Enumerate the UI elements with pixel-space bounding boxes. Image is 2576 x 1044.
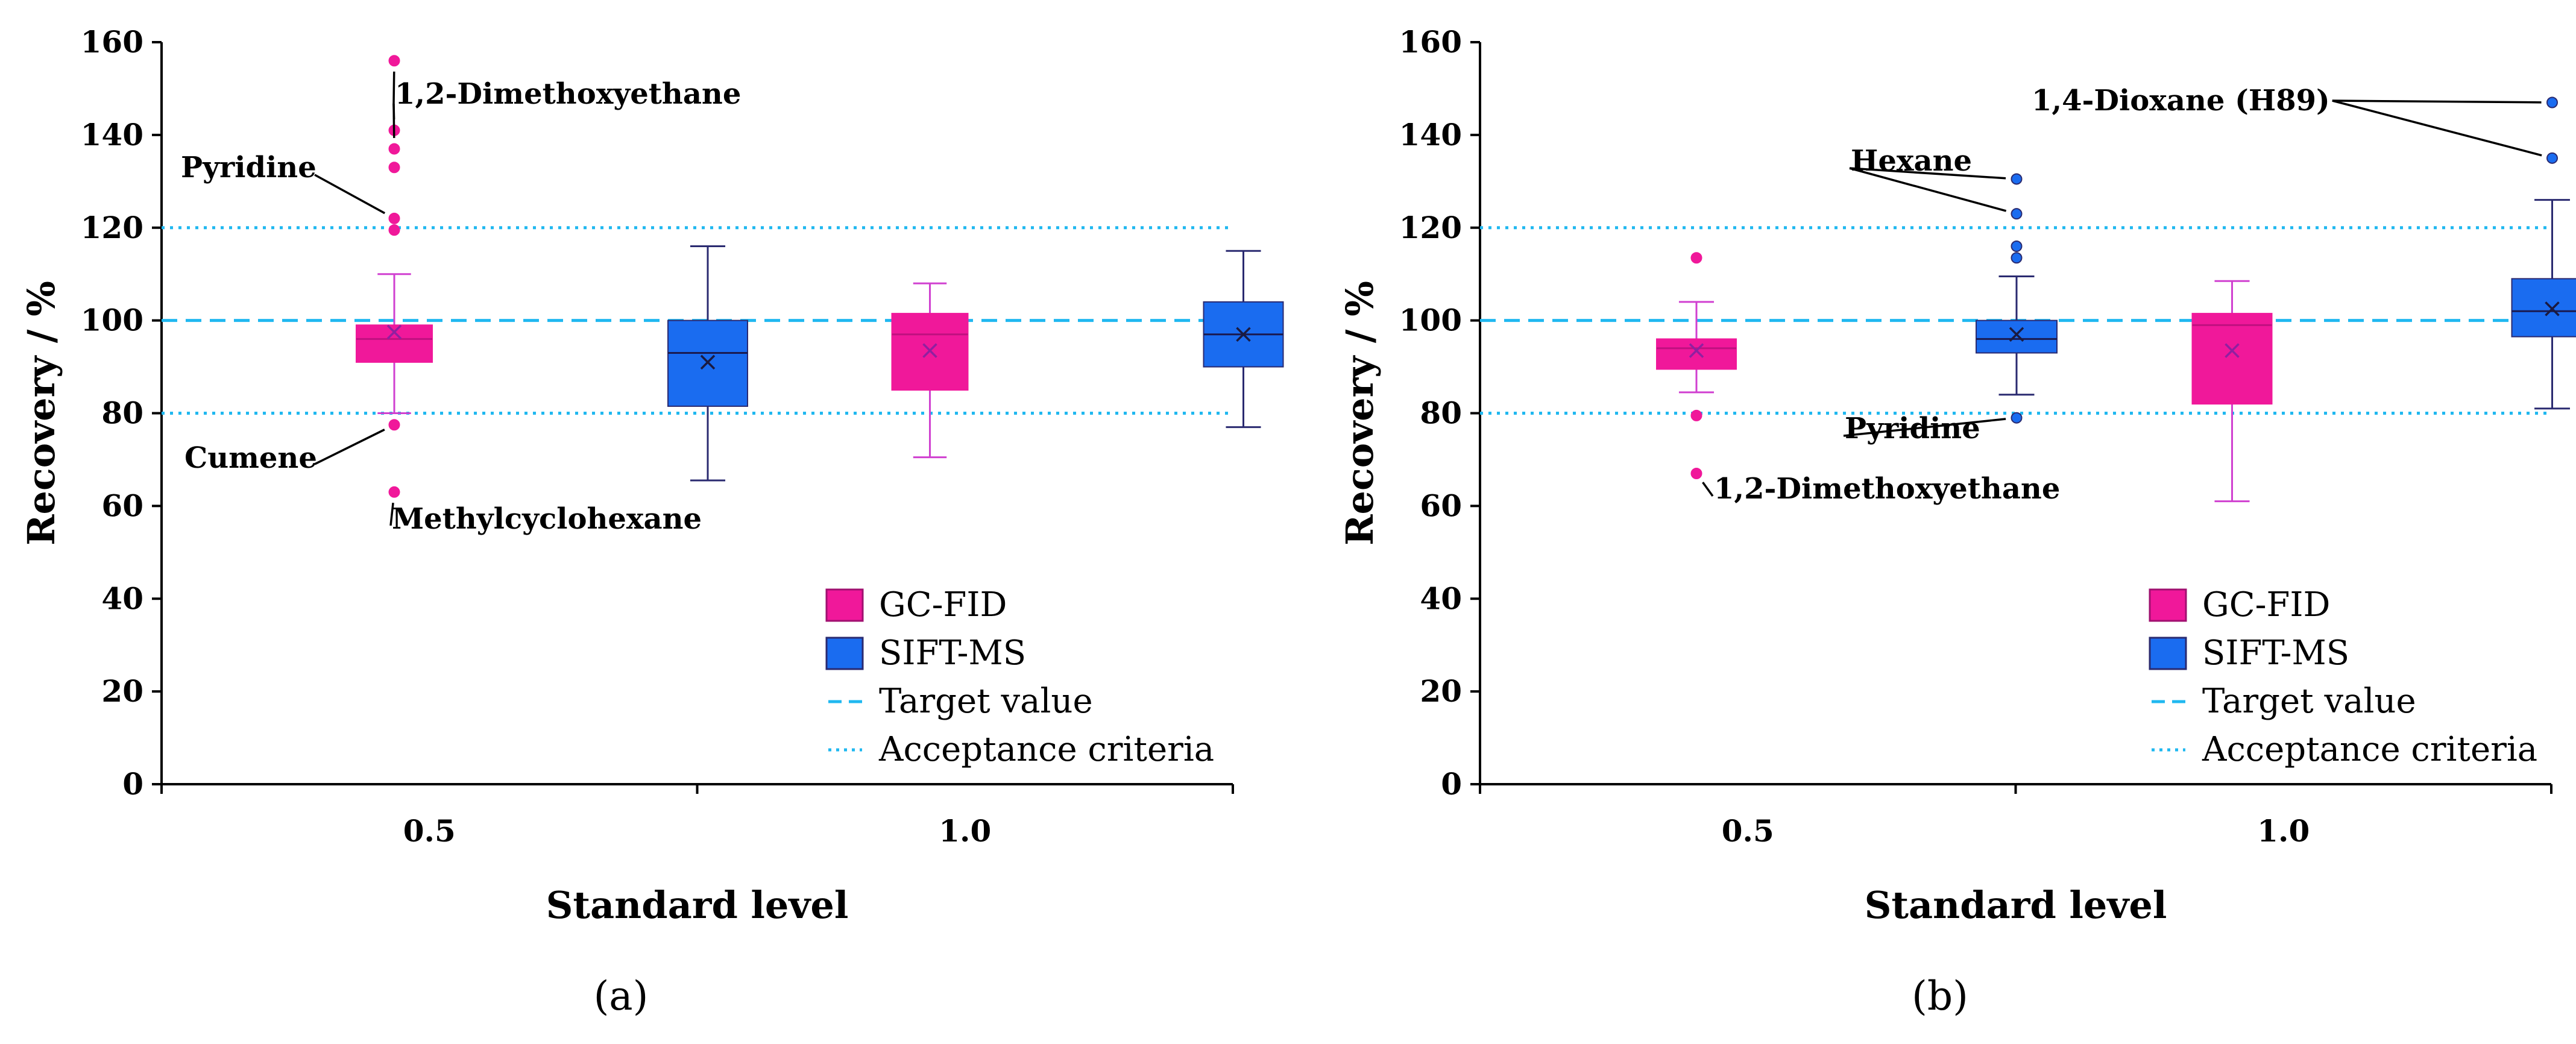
- legend: GC-FID SIFT-MS Target value Acceptance crit…: [827, 585, 1214, 769]
- outlier-point: [389, 213, 400, 224]
- annotation-label: 1,4-Dioxane (H89): [2032, 84, 2330, 118]
- siftms-box-0.5: [668, 247, 748, 481]
- y-tick-label: 140: [1399, 117, 1462, 153]
- legend-label: SIFT-MS: [2202, 634, 2349, 673]
- chart-panel-b: 0 20 40 60 80 100 120 140 160 0.5 1.0 Hexane Pyridin…: [1338, 24, 2576, 1019]
- annotation-leader-line: [2332, 101, 2542, 102]
- y-tick-label: 20: [101, 673, 143, 709]
- panel-label: (a): [594, 973, 649, 1019]
- x-tick-label: 0.5: [1722, 813, 1774, 849]
- annotation-leader-line: [315, 175, 385, 213]
- annotation-leader-line: [2332, 101, 2542, 156]
- siftms-box-1.0: [1204, 251, 1283, 427]
- legend-label: SIFT-MS: [879, 634, 1026, 673]
- annotation-0: Hexane: [1850, 144, 2006, 211]
- legend-swatch-siftms: [2150, 638, 2186, 669]
- legend-label: Acceptance criteria: [2202, 730, 2537, 769]
- x-axis-title: Standard level: [1865, 883, 2167, 927]
- x-axis-title: Standard level: [546, 883, 849, 927]
- annotation-1: Pyridine: [181, 151, 385, 213]
- annotation-0: 1,2-Dimethoxyethane: [394, 72, 741, 138]
- y-axis-title: Recovery / %: [1338, 281, 1382, 546]
- annotation-label: 1,2-Dimethoxyethane: [395, 77, 741, 111]
- y-tick-label: 140: [81, 117, 143, 153]
- box-iqr: [2193, 313, 2272, 404]
- y-tick-label: 160: [81, 24, 143, 60]
- box-iqr: [1976, 321, 2057, 353]
- legend-label: Acceptance criteria: [878, 730, 1214, 769]
- panel-label: (b): [1912, 973, 1968, 1019]
- outlier-point: [389, 55, 400, 66]
- outlier-point: [1692, 468, 1702, 479]
- outlier-point: [1692, 253, 1702, 263]
- y-tick-label: 120: [81, 210, 143, 245]
- y-tick-label: 100: [81, 303, 143, 338]
- outlier-point: [2012, 253, 2022, 263]
- box-iqr: [2512, 278, 2576, 336]
- legend-swatch-siftms: [827, 638, 863, 669]
- annotation-label: 1,2-Dimethoxyethane: [1714, 472, 2060, 506]
- outlier-point: [389, 487, 400, 497]
- siftms-box-1.0: [2512, 98, 2576, 409]
- annotation-leader-line: [315, 430, 385, 464]
- outlier-point: [2012, 413, 2022, 423]
- outlier-point: [2012, 241, 2022, 251]
- annotation-3: 1,4-Dioxane (H89): [2032, 84, 2542, 156]
- annotation-leader-line: [1703, 482, 1713, 496]
- y-tick-label: 80: [1420, 395, 1462, 431]
- x-tick-label: 0.5: [403, 813, 456, 849]
- legend-label: Target value: [2202, 682, 2416, 721]
- outlier-point: [389, 420, 400, 430]
- annotation-2: 1,2-Dimethoxyethane: [1703, 472, 2061, 506]
- outlier-point: [389, 162, 400, 172]
- gcfid-box-1.0: [2193, 281, 2272, 501]
- y-tick-label: 80: [101, 395, 143, 431]
- annotation-label: Cumene: [184, 441, 317, 475]
- annotation-1: Pyridine: [1844, 412, 2006, 445]
- outlier-point: [2547, 98, 2557, 108]
- outlier-point: [2547, 153, 2557, 163]
- y-tick-label: 40: [1420, 580, 1462, 616]
- x-tick-label: 1.0: [2257, 813, 2310, 849]
- chart-panel-a: 0 20 40 60 80 100 120 140 160 0.5 1.0 1,2-Dimethoxy…: [19, 24, 1283, 1019]
- y-tick-label: 0: [1441, 766, 1462, 802]
- outlier-point: [389, 143, 400, 154]
- y-tick-label: 60: [101, 488, 143, 523]
- y-tick-label: 0: [122, 766, 143, 802]
- legend-label: GC-FID: [879, 585, 1007, 624]
- y-tick-label: 120: [1399, 210, 1462, 245]
- y-tick-label: 60: [1420, 488, 1462, 523]
- annotation-label: Methylcyclohexane: [392, 502, 702, 536]
- outlier-point: [389, 225, 400, 235]
- y-tick-label: 100: [1399, 303, 1462, 338]
- box-iqr: [1657, 339, 1736, 369]
- annotation-label: Pyridine: [181, 151, 316, 184]
- siftms-box-0.5: [1976, 174, 2057, 423]
- outlier-point: [2012, 174, 2022, 184]
- legend-label: Target value: [879, 682, 1093, 721]
- y-tick-label: 40: [101, 580, 143, 616]
- legend-label: GC-FID: [2202, 585, 2330, 624]
- y-tick-label: 160: [1399, 24, 1462, 60]
- gcfid-box-1.0: [892, 283, 968, 458]
- annotation-3: Methylcyclohexane: [391, 502, 702, 536]
- y-tick-label: 20: [1420, 673, 1462, 709]
- legend: GC-FID SIFT-MS Target value Acceptance crit…: [2150, 585, 2537, 769]
- legend-swatch-gcfid: [2150, 590, 2186, 621]
- outlier-point: [2012, 209, 2022, 219]
- gcfid-box-0.5: [1657, 253, 1736, 479]
- annotation-2: Cumene: [184, 430, 385, 475]
- y-axis-title: Recovery / %: [19, 281, 63, 546]
- x-tick-label: 1.0: [939, 813, 991, 849]
- legend-swatch-gcfid: [827, 590, 863, 621]
- outlier-point: [1692, 410, 1702, 421]
